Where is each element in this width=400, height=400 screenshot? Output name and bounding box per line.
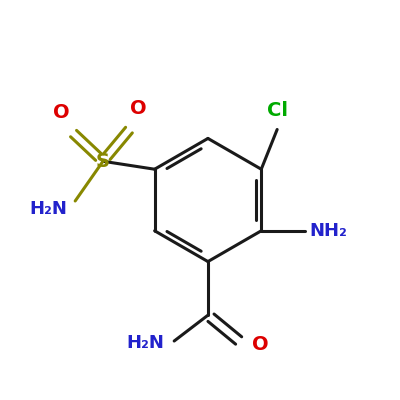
Text: O: O [252,336,268,354]
Text: O: O [53,102,70,122]
Text: S: S [96,152,110,171]
Text: H₂N: H₂N [29,200,67,218]
Text: Cl: Cl [267,100,288,120]
Text: NH₂: NH₂ [309,222,347,240]
Text: H₂N: H₂N [126,334,164,352]
Text: O: O [130,98,147,118]
